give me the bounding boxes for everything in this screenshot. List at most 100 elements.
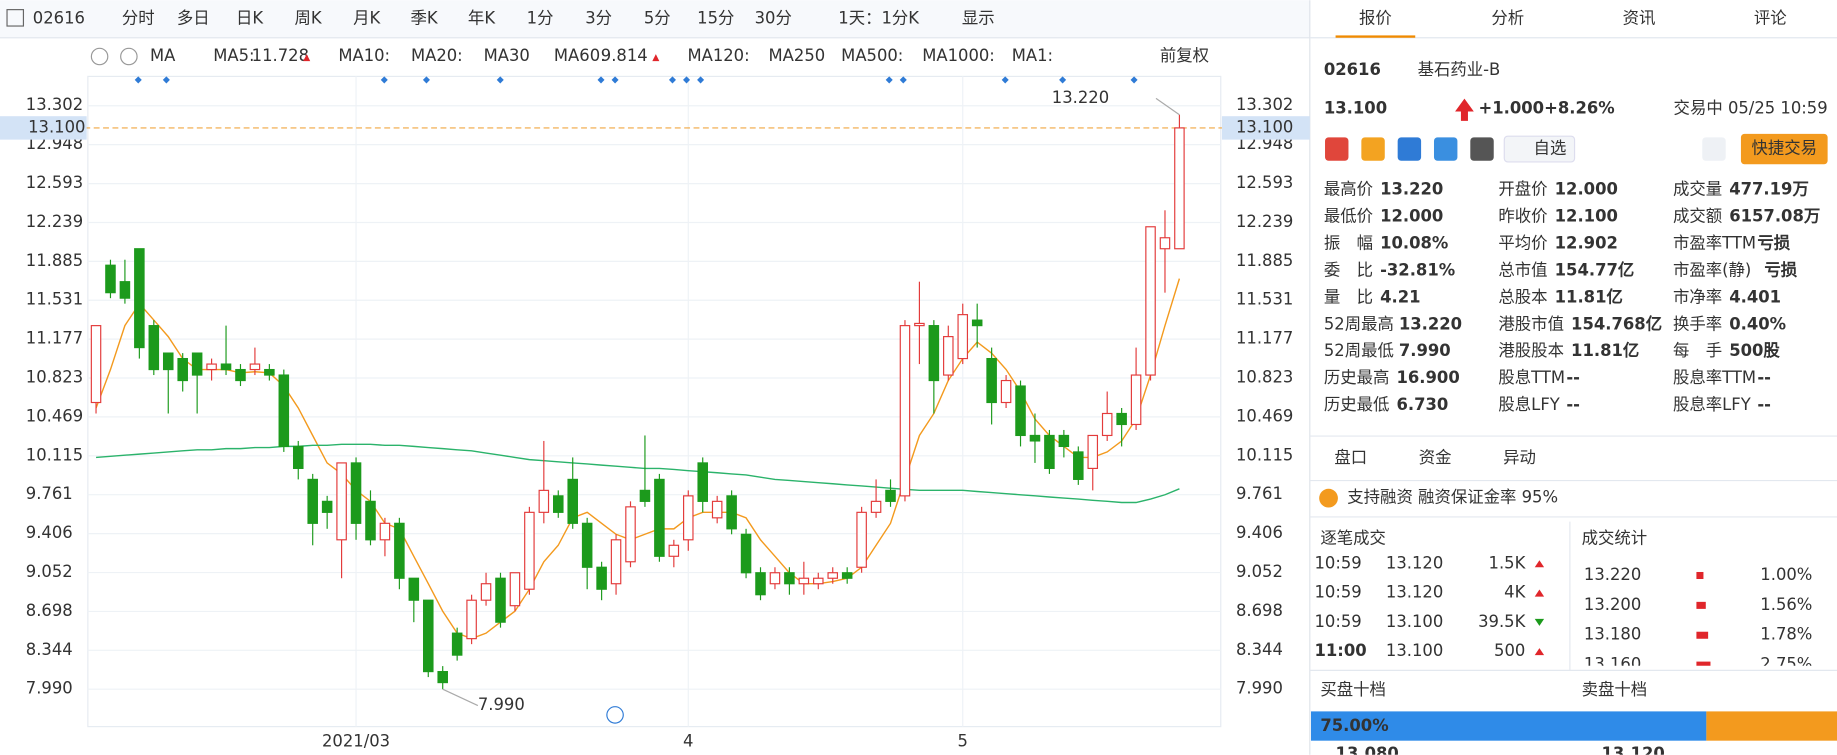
trade-time: 11:00 [1314, 641, 1366, 660]
candle-body [726, 495, 737, 530]
candle-body [379, 522, 391, 541]
panel-name: 基石药业-B [1418, 60, 1501, 79]
event-marker[interactable] [1130, 76, 1138, 84]
candle-body [625, 506, 636, 563]
trades-title: 逐笔成交 [1320, 529, 1386, 548]
period-tab[interactable]: 15分 [697, 9, 734, 28]
period-tab[interactable]: 1分 [527, 9, 554, 28]
sub-tab[interactable]: 盘口 [1334, 448, 1367, 467]
x-tick-label: 5 [958, 731, 968, 750]
y-tick-label-right: 11.177 [1236, 329, 1293, 348]
event-marker[interactable] [496, 76, 504, 84]
event-marker[interactable] [380, 76, 388, 84]
trade-button[interactable] [1740, 133, 1828, 165]
period-tab[interactable]: 3分 [585, 9, 612, 28]
event-marker[interactable] [683, 76, 691, 84]
y-tick-label: 12.239 [26, 212, 83, 231]
event-marker[interactable] [1001, 76, 1009, 84]
stat-value: 11.81亿 [1555, 287, 1623, 306]
candle-body [509, 572, 521, 607]
event-marker[interactable] [597, 76, 605, 84]
y-tick-label-right: 12.239 [1236, 212, 1293, 231]
trade-label[interactable]: 快捷交易 [1751, 139, 1817, 158]
legend-name: MA5: [213, 46, 254, 65]
period-tab[interactable]: 周K [295, 9, 323, 28]
watch-label[interactable]: 自选 [1534, 139, 1567, 158]
period-tab[interactable]: 日K [236, 9, 264, 28]
period-tab[interactable]: 1天：1分K [838, 9, 920, 28]
x-tick-label: 4 [683, 731, 693, 750]
event-marker[interactable] [668, 76, 676, 84]
ask-bar [1706, 711, 1837, 741]
stat-label: 股息率TTM [1673, 368, 1756, 387]
y-tick-label: 9.406 [26, 523, 73, 542]
candle-body [105, 264, 116, 294]
earnings-marker[interactable] [606, 706, 624, 724]
panel-tab[interactable]: 资讯 [1623, 9, 1656, 28]
adjust-mode[interactable]: 前复权 [1160, 46, 1209, 65]
ask-price: 13.120 [1602, 744, 1665, 755]
y-tick-label-right: 9.406 [1236, 523, 1283, 542]
period-tab[interactable]: 多日 [177, 9, 210, 28]
candle-body [134, 248, 145, 349]
event-marker[interactable] [885, 76, 893, 84]
event-marker[interactable] [1059, 76, 1067, 84]
stat-value: 4.401 [1729, 287, 1781, 306]
period-tab[interactable]: 年K [468, 9, 496, 28]
ask-title: 卖盘十档 [1582, 680, 1648, 699]
stat-value: 11.81亿 [1571, 341, 1639, 360]
candle-body [798, 577, 810, 585]
trade-status: 交易中 05/25 10:59 [1674, 99, 1828, 118]
event-marker[interactable] [611, 76, 619, 84]
panel-tab[interactable]: 分析 [1491, 9, 1524, 28]
candle-body [119, 281, 131, 299]
period-tab[interactable]: 分时 [122, 9, 155, 28]
settings-icon[interactable] [90, 47, 109, 66]
event-marker[interactable] [134, 76, 142, 84]
candle-body [220, 363, 232, 371]
period-tab[interactable]: 5分 [644, 9, 671, 28]
watch-button[interactable] [1503, 135, 1576, 163]
trade-time: 10:59 [1314, 583, 1361, 602]
y-tick-label-right: 10.115 [1236, 445, 1293, 464]
sub-tab[interactable]: 资金 [1419, 448, 1452, 467]
period-tab[interactable]: 30分 [755, 9, 792, 28]
trade-time: 10:59 [1314, 553, 1361, 572]
stat-label: 总股本 [1498, 287, 1547, 306]
stat-label: 成交额 [1673, 206, 1722, 225]
event-marker[interactable] [162, 76, 170, 84]
y-tick-label: 8.344 [26, 640, 73, 659]
badge-icon[interactable] [1325, 137, 1349, 161]
period-tab[interactable]: 月K [353, 9, 381, 28]
close-icon[interactable] [120, 47, 138, 66]
stat-label: 总市值 [1498, 260, 1547, 279]
y-tick-label: 10.469 [26, 406, 83, 425]
candle-body [437, 671, 448, 684]
badge-icon[interactable] [1470, 137, 1494, 161]
panel-code: 02616 [1324, 60, 1381, 79]
badge-icon[interactable] [1361, 137, 1385, 161]
event-marker[interactable] [899, 76, 907, 84]
quote-panel: 报价 分析 资讯 评论 02616 基石药业-B 13.100 +1.000 +8.26% 交易中… [1309, 9, 1837, 755]
y-tick-label-right: 12.593 [1236, 173, 1293, 192]
candle-body [1000, 379, 1012, 404]
period-tab[interactable]: 季K [411, 9, 439, 28]
stat-label: 最高价 [1324, 180, 1373, 199]
bell-icon[interactable] [1702, 137, 1726, 161]
panel-tab[interactable]: 评论 [1754, 9, 1787, 28]
legend-value: 9.814 [601, 46, 648, 65]
stat-value: -- [1566, 368, 1580, 387]
panel-tab[interactable]: 报价 [1359, 9, 1392, 28]
trade-price: 13.100 [1386, 612, 1443, 631]
event-marker[interactable] [422, 76, 430, 84]
period-tab[interactable]: 显示 [962, 9, 995, 28]
candle-body [1073, 451, 1084, 480]
stat-label: 股息LFY [1498, 395, 1560, 414]
stat-value: 12.000 [1555, 180, 1618, 199]
sidebar-toggle[interactable] [6, 9, 25, 27]
badge-icon[interactable] [1397, 137, 1422, 161]
badge-icon[interactable] [1433, 137, 1458, 161]
candle-body [841, 572, 853, 579]
sub-tab[interactable]: 异动 [1503, 448, 1536, 467]
